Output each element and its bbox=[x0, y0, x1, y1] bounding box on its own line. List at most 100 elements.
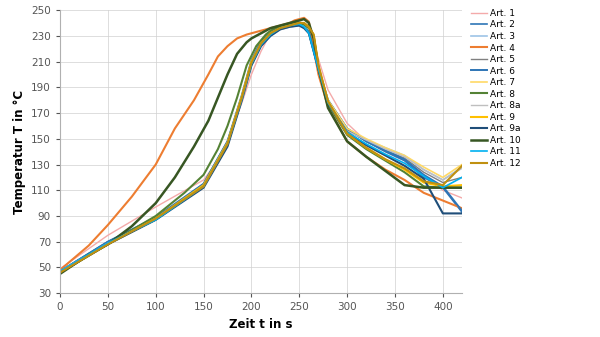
Art. 12 bbox=[439, 183, 446, 187]
Art. 9a bbox=[458, 211, 466, 215]
Art. 8 bbox=[277, 25, 284, 29]
Art. 6 bbox=[315, 66, 322, 70]
Art. 7 bbox=[224, 142, 231, 146]
Art. 8a bbox=[238, 97, 245, 101]
Line: Art. 9: Art. 9 bbox=[60, 23, 462, 273]
Art. 11 bbox=[458, 175, 466, 179]
Art. 9 bbox=[257, 41, 265, 45]
Art. 9a bbox=[344, 130, 351, 134]
Art. 5 bbox=[458, 175, 466, 179]
Art. 11 bbox=[248, 62, 255, 66]
Art. 6 bbox=[286, 22, 293, 26]
Art. 12 bbox=[382, 157, 389, 161]
Art. 12 bbox=[458, 164, 466, 168]
Art. 1 bbox=[200, 178, 207, 182]
Art. 8 bbox=[224, 124, 231, 128]
Art. 6 bbox=[301, 24, 308, 28]
Art. 5 bbox=[200, 183, 207, 187]
Art. 7 bbox=[362, 137, 370, 141]
Art. 4 bbox=[344, 139, 351, 143]
Art. 5 bbox=[257, 43, 265, 47]
Art. 6 bbox=[362, 139, 370, 143]
Art. 3 bbox=[325, 101, 332, 105]
Art. 7 bbox=[305, 31, 313, 35]
Art. 7 bbox=[267, 33, 274, 37]
Art. 2 bbox=[382, 150, 389, 154]
Art. 9 bbox=[272, 29, 279, 33]
Art. 3 bbox=[305, 31, 313, 35]
Art. 5 bbox=[344, 128, 351, 132]
Art. 6 bbox=[439, 184, 446, 188]
Art. 12 bbox=[267, 31, 274, 35]
Line: Art. 9a: Art. 9a bbox=[60, 26, 462, 273]
Art. 10 bbox=[310, 36, 317, 40]
Art. 1 bbox=[305, 24, 313, 28]
Art. 10 bbox=[281, 22, 289, 26]
Art. 2 bbox=[238, 94, 245, 98]
Art. 12 bbox=[310, 33, 317, 37]
Art. 10 bbox=[305, 21, 313, 25]
Art. 9 bbox=[325, 99, 332, 103]
Art. 5 bbox=[315, 67, 322, 71]
Art. 9 bbox=[382, 157, 389, 161]
Art. 4 bbox=[171, 126, 178, 130]
Art. 12 bbox=[420, 179, 427, 183]
Art. 4 bbox=[305, 20, 313, 24]
Art. 6 bbox=[238, 93, 245, 97]
Art. 1 bbox=[315, 57, 322, 61]
Art. 10 bbox=[301, 17, 308, 21]
Art. 6 bbox=[382, 148, 389, 152]
Art. 9 bbox=[104, 242, 112, 246]
Art. 9a bbox=[267, 34, 274, 38]
Art. 8 bbox=[420, 184, 427, 188]
Art. 6 bbox=[248, 58, 255, 62]
Art. 4 bbox=[104, 223, 112, 227]
Art. 8a bbox=[325, 101, 332, 105]
Art. 10 bbox=[362, 155, 370, 159]
Art. 9a bbox=[224, 145, 231, 149]
Art. 9a bbox=[56, 271, 64, 275]
Art. 9a bbox=[257, 44, 265, 48]
Art. 11 bbox=[325, 101, 332, 105]
Art. 4 bbox=[128, 195, 136, 199]
Art. 10 bbox=[296, 19, 303, 23]
Art. 2 bbox=[325, 98, 332, 102]
Art. 12 bbox=[238, 96, 245, 100]
Art. 3 bbox=[248, 63, 255, 67]
Art. 2 bbox=[224, 139, 231, 143]
Art. 6 bbox=[296, 21, 303, 25]
Art. 3 bbox=[301, 26, 308, 30]
Art. 4 bbox=[214, 54, 221, 58]
Art. 9a bbox=[277, 27, 284, 31]
Art. 12 bbox=[344, 132, 351, 136]
Art. 7 bbox=[56, 271, 64, 275]
Line: Art. 6: Art. 6 bbox=[60, 23, 462, 271]
Art. 9 bbox=[248, 60, 255, 64]
Art. 8a bbox=[104, 241, 112, 245]
Art. 10 bbox=[104, 242, 112, 246]
Art. 8 bbox=[253, 44, 260, 48]
Art. 11 bbox=[152, 218, 160, 222]
X-axis label: Zeit t in s: Zeit t in s bbox=[229, 318, 293, 331]
Art. 10 bbox=[344, 139, 351, 143]
Art. 10 bbox=[257, 31, 265, 35]
Art. 7 bbox=[325, 98, 332, 102]
Art. 6 bbox=[257, 39, 265, 43]
Art. 12 bbox=[152, 217, 160, 221]
Art. 9 bbox=[315, 63, 322, 67]
Art. 8 bbox=[305, 26, 313, 30]
Art. 12 bbox=[277, 26, 284, 30]
Art. 8 bbox=[152, 214, 160, 218]
Art. 5 bbox=[248, 62, 255, 66]
Art. 2 bbox=[277, 26, 284, 30]
Art. 1 bbox=[458, 196, 466, 200]
Art. 10 bbox=[152, 201, 160, 205]
Art. 4 bbox=[233, 36, 241, 40]
Art. 10 bbox=[214, 96, 221, 100]
Art. 2 bbox=[301, 25, 308, 29]
Art. 8a bbox=[257, 43, 265, 47]
Art. 9a bbox=[200, 186, 207, 190]
Art. 11 bbox=[286, 24, 293, 28]
Art. 10 bbox=[272, 25, 279, 29]
Art. 1 bbox=[238, 101, 245, 105]
